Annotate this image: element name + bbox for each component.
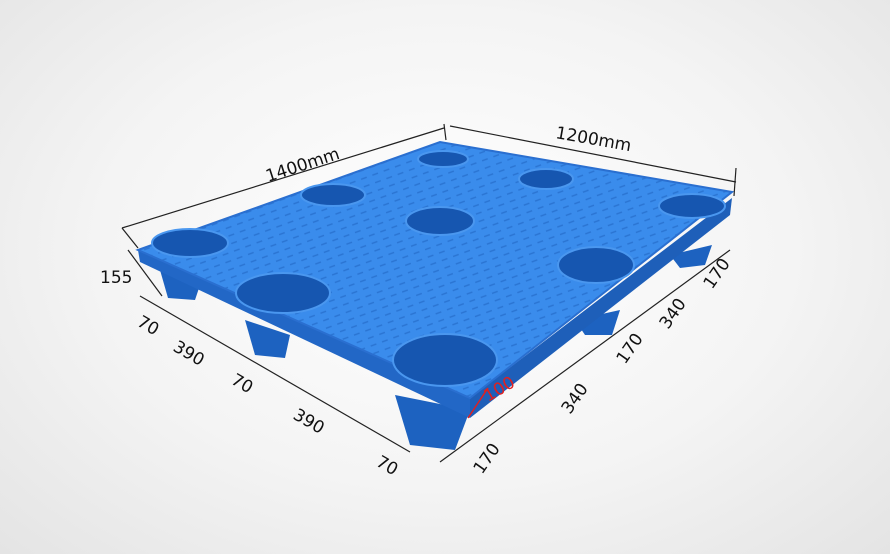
- pallet-side-left: [138, 250, 470, 418]
- pallet-holes: [151, 150, 726, 387]
- pallet-deck: [135, 140, 735, 400]
- height-label: 155: [100, 268, 132, 288]
- left-dim-5: 70: [373, 452, 402, 480]
- left-dim-3: 70: [228, 370, 257, 398]
- right-dim-2: 340: [558, 380, 593, 418]
- left-dim-1: 70: [134, 312, 163, 340]
- right-dim-1: 170: [470, 440, 505, 478]
- left-dim-4: 390: [290, 405, 328, 439]
- dimension-lines: [121, 123, 737, 463]
- left-dim-2: 390: [170, 337, 208, 371]
- right-dim-3: 170: [613, 330, 648, 368]
- pallet-side-right: [470, 198, 732, 418]
- width-label: 1200mm: [554, 123, 633, 156]
